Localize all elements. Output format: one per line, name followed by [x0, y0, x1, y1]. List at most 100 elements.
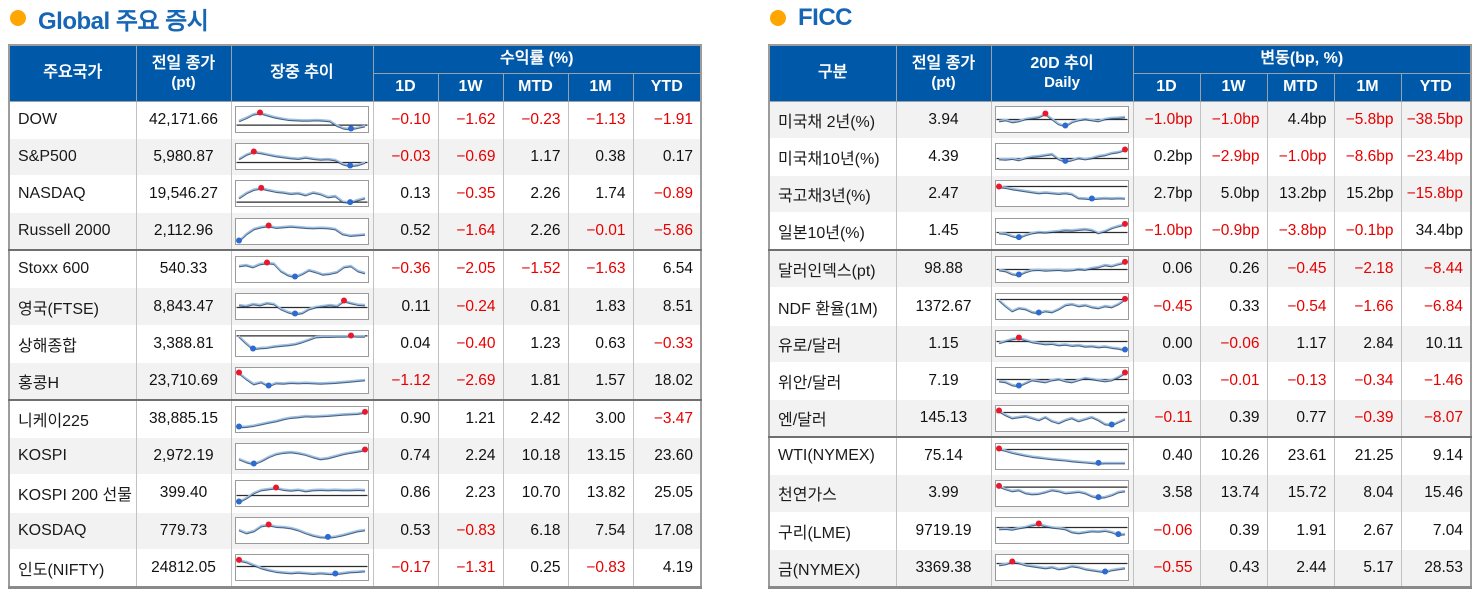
col-header-returns-span: 수익률 (%)	[372, 44, 702, 74]
low-marker-dot	[1062, 158, 1069, 165]
trend-sparkline-cell	[990, 324, 1134, 363]
table-row: 천연가스 3.99 3.58 13.74 15.72 8.04 15.46	[768, 474, 1472, 513]
section-title-text: Global 주요 증시	[38, 7, 209, 35]
change-value-1w: −0.40	[437, 324, 504, 363]
change-value-1m: 7.54	[567, 511, 634, 550]
low-marker-dot	[1015, 382, 1022, 389]
instrument-name: Stoxx 600	[8, 249, 137, 288]
trend-sparkline-cell	[230, 361, 374, 400]
previous-close-value: 540.33	[135, 249, 232, 288]
change-value-1d: 0.06	[1132, 249, 1201, 288]
sparkline-chart	[235, 217, 369, 245]
col-header-1m: 1M	[567, 72, 634, 102]
table-row: 일본10년(%) 1.45 −1.0bp −0.9bp −3.8bp −0.1bp 34.4…	[768, 212, 1472, 251]
trend-sparkline-cell	[990, 212, 1134, 251]
change-value-1m: −0.01	[567, 212, 634, 251]
change-value-1d: 0.40	[1132, 436, 1201, 475]
trend-sparkline-cell	[990, 174, 1134, 213]
col-header-trend: 20D 추이 Daily	[990, 44, 1134, 102]
change-value-ytd: −23.4bp	[1400, 137, 1472, 176]
col-header-mtd: MTD	[502, 72, 569, 102]
sparkline-chart	[995, 293, 1129, 321]
instrument-name: NASDAQ	[8, 174, 137, 213]
trend-sparkline-cell	[230, 399, 374, 438]
previous-close-value: 75.14	[895, 436, 992, 475]
col-header-1d: 1D	[1132, 72, 1201, 102]
low-marker-dot	[236, 423, 242, 430]
change-value-mtd: 4.4bp	[1266, 101, 1335, 139]
col-header-trend-line1: 20D 추이	[1030, 55, 1094, 73]
trend-sparkline-cell	[990, 474, 1134, 513]
change-value-1w: 0.26	[1199, 249, 1268, 288]
change-value-1m: 13.82	[567, 474, 634, 513]
change-value-1m: 5.17	[1333, 548, 1402, 588]
change-value-ytd: 15.46	[1400, 474, 1472, 513]
high-marker-dot	[1122, 258, 1128, 265]
change-value-ytd: 17.08	[632, 511, 702, 550]
change-value-1w: 13.74	[1199, 474, 1268, 513]
sparkline-chart	[995, 404, 1129, 432]
instrument-name: Russell 2000	[8, 212, 137, 251]
high-marker-dot	[996, 445, 1002, 452]
previous-close-value: 1372.67	[895, 287, 992, 326]
change-value-1d: 3.58	[1132, 474, 1201, 513]
previous-close-value: 5,980.87	[135, 137, 232, 176]
col-header-close-line2: (pt)	[931, 73, 956, 91]
instrument-name: KOSPI 200 선물	[8, 474, 137, 513]
previous-close-value: 2.47	[895, 174, 992, 213]
instrument-name: 구리(LME)	[768, 511, 897, 550]
high-marker-dot	[250, 148, 257, 155]
change-value-mtd: 23.61	[1266, 436, 1335, 475]
change-value-1w: 10.26	[1199, 436, 1268, 475]
table-row: Stoxx 600 540.33 −0.36 −2.05 −1.52 −1.63 6.54	[8, 249, 702, 288]
instrument-name: WTI(NYMEX)	[768, 436, 897, 475]
change-value-mtd: −1.0bp	[1266, 137, 1335, 176]
instrument-name: NDF 환율(1M)	[768, 287, 897, 326]
change-value-1w: −1.31	[437, 548, 504, 588]
sparkline-chart	[235, 367, 369, 395]
high-marker-dot	[1122, 146, 1128, 153]
table-row: 금(NYMEX) 3369.38 −0.55 0.43 2.44 5.17 28.53	[768, 548, 1472, 588]
high-marker-dot	[341, 297, 347, 304]
change-value-1w: 1.21	[437, 399, 504, 438]
change-value-1m: −8.6bp	[1333, 137, 1402, 176]
high-marker-dot	[1009, 558, 1016, 565]
change-value-1w: −1.64	[437, 212, 504, 251]
trend-sparkline-cell	[990, 361, 1134, 400]
instrument-name: 금(NYMEX)	[768, 548, 897, 588]
previous-close-value: 2,112.96	[135, 212, 232, 251]
high-marker-dot	[257, 109, 263, 116]
col-header-close-line2: (pt)	[171, 73, 196, 91]
previous-close-value: 1.45	[895, 212, 992, 251]
trend-sparkline-cell	[230, 212, 374, 251]
change-value-mtd: 2.42	[502, 399, 569, 438]
change-value-1d: 0.13	[372, 174, 439, 213]
change-value-1w: −0.35	[437, 174, 504, 213]
instrument-name: 홍콩H	[8, 361, 137, 400]
sparkline-chart	[995, 479, 1129, 507]
global-equities-table: 주요국가 전일 종가 (pt) 장중 추이 수익률 (%) 1D 1W MTD …	[8, 44, 702, 589]
change-value-mtd: 1.17	[1266, 324, 1335, 363]
col-header-1d: 1D	[372, 72, 439, 102]
table-row: DOW 42,171.66 −0.10 −1.62 −0.23 −1.13 −1.91	[8, 101, 702, 139]
instrument-name: 엔/달러	[768, 399, 897, 438]
high-marker-dot	[264, 259, 270, 266]
high-marker-dot	[1042, 110, 1049, 117]
change-value-mtd: 10.18	[502, 437, 569, 475]
trend-sparkline-cell	[230, 474, 374, 513]
table-row: 영국(FTSE) 8,843.47 0.11 −0.24 0.81 1.83 8.51	[8, 287, 702, 326]
table-row: KOSPI 2,972.19 0.74 2.24 10.18 13.15 23.60	[8, 437, 702, 475]
change-value-ytd: 23.60	[632, 437, 702, 475]
change-value-1d: 0.03	[1132, 361, 1201, 400]
change-value-1d: −1.0bp	[1132, 212, 1201, 251]
table-row: 니케이225 38,885.15 0.90 1.21 2.42 3.00 −3.47	[8, 399, 702, 438]
col-header-ytd: YTD	[1400, 72, 1472, 102]
change-value-1d: 0.04	[372, 324, 439, 363]
trend-sparkline-cell	[990, 399, 1134, 438]
table-row: 엔/달러 145.13 −0.11 0.39 0.77 −0.39 −8.07	[768, 399, 1472, 438]
change-value-ytd: −5.86	[632, 212, 702, 251]
change-value-1d: −0.17	[372, 548, 439, 588]
change-value-1w: −0.06	[1199, 324, 1268, 363]
change-value-1d: −0.45	[1132, 287, 1201, 326]
sparkline-chart	[995, 180, 1129, 208]
